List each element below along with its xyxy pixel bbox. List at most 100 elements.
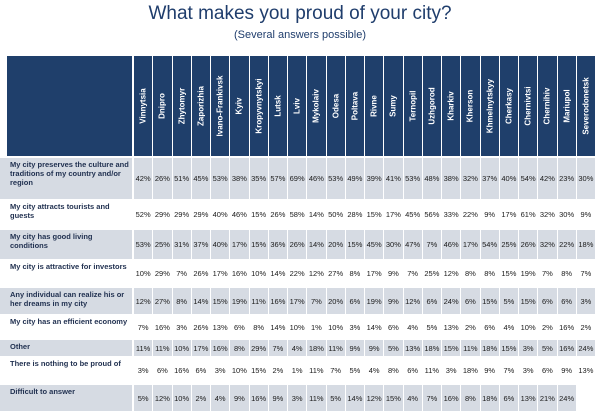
table-cell: 16% xyxy=(211,340,230,356)
table-cell: 13% xyxy=(576,357,595,384)
table-cell: 8% xyxy=(557,260,576,287)
table-cell: 29% xyxy=(153,260,172,287)
table-cell: 26% xyxy=(268,200,287,229)
table-cell: 38% xyxy=(230,158,249,199)
table-cell: 41% xyxy=(384,158,403,199)
table-cell: 57% xyxy=(268,158,287,199)
table-cell: 6% xyxy=(422,288,441,314)
table-cell: 46% xyxy=(230,200,249,229)
table-cell: 8% xyxy=(230,340,249,356)
table-cell: 6% xyxy=(499,385,518,411)
table-cell: 26% xyxy=(191,315,210,339)
table-cell: 15% xyxy=(442,340,461,356)
table-cell: 29% xyxy=(153,200,172,229)
table-cell: 9% xyxy=(557,357,576,384)
table-cell: 38% xyxy=(442,158,461,199)
table-cell: 3% xyxy=(172,315,191,339)
table-cell: 25% xyxy=(499,230,518,259)
table-cell: 15% xyxy=(249,357,268,384)
table-cell: 17% xyxy=(211,260,230,287)
column-header-label: Lutsk xyxy=(273,95,283,117)
table-cell: 16% xyxy=(442,385,461,411)
table-cell: 7% xyxy=(422,230,441,259)
table-cell: 4% xyxy=(365,357,384,384)
column-header-label: Kherson xyxy=(465,89,475,123)
table-cell: 4% xyxy=(288,340,307,356)
table-cell: 24% xyxy=(442,288,461,314)
table-cell: 8% xyxy=(461,385,480,411)
column-header-zhytomyr: Zhytomyr xyxy=(172,56,191,156)
table-cell: 4% xyxy=(211,385,230,411)
table-cell: 1% xyxy=(288,357,307,384)
table-cell: 18% xyxy=(480,385,499,411)
column-header-label: Uzhgorod xyxy=(427,87,437,125)
table-cell: 49% xyxy=(345,158,364,199)
table-cell: 29% xyxy=(172,200,191,229)
table-cell: 9% xyxy=(480,200,499,229)
column-header-label: Poltava xyxy=(350,91,360,121)
table-cell: 32% xyxy=(538,200,557,229)
column-header-label: Odesa xyxy=(331,93,341,119)
column-header-uzhgorod: Uzhgorod xyxy=(422,56,441,156)
table-cell: 3% xyxy=(288,385,307,411)
table-cell: 5% xyxy=(345,357,364,384)
table-cell: 13% xyxy=(442,315,461,339)
table-cell: 5% xyxy=(134,385,153,411)
table-cell: 32% xyxy=(538,230,557,259)
table-cell: 7% xyxy=(403,260,422,287)
table-cell: 33% xyxy=(442,200,461,229)
table-cell: 14% xyxy=(191,288,210,314)
table-cell: 56% xyxy=(422,200,441,229)
table-cell: 8% xyxy=(480,260,499,287)
table-cell: 26% xyxy=(191,260,210,287)
table-cell: 3% xyxy=(519,340,538,356)
column-header-severodonetsk: Severodonetsk xyxy=(576,56,595,156)
table-cell: 10% xyxy=(134,260,153,287)
table-cell: 54% xyxy=(480,230,499,259)
table-cell: 14% xyxy=(365,315,384,339)
table-cell: 15% xyxy=(384,385,403,411)
column-header-label: Chernihiv xyxy=(542,87,552,125)
table-cell: 29% xyxy=(191,200,210,229)
column-header-label: Zhytomyr xyxy=(177,87,187,125)
table-cell: 11% xyxy=(249,288,268,314)
column-header-zaporizhia: Zaporizhia xyxy=(191,56,210,156)
table-cell: 9% xyxy=(268,385,287,411)
table-cell: 13% xyxy=(211,315,230,339)
table-cell: 61% xyxy=(519,200,538,229)
table-cell: 23% xyxy=(557,158,576,199)
table-cell: 10% xyxy=(519,315,538,339)
table-cell: 6% xyxy=(384,315,403,339)
table-cell: 10% xyxy=(288,315,307,339)
table-cell: 11% xyxy=(134,340,153,356)
table-cell: 16% xyxy=(557,340,576,356)
column-header-dnipro: Dnipro xyxy=(153,56,172,156)
table-cell: 53% xyxy=(326,158,345,199)
table-cell: 6% xyxy=(461,288,480,314)
table-cell: 8% xyxy=(345,260,364,287)
table-cell: 8% xyxy=(384,357,403,384)
table-cell: 3% xyxy=(442,357,461,384)
table-cell: 17% xyxy=(230,230,249,259)
table-cell: 4% xyxy=(499,315,518,339)
table-cell: 7% xyxy=(538,260,557,287)
row-label: My city has good living conditions xyxy=(0,230,132,259)
table-cell: 12% xyxy=(134,288,153,314)
table-cell: 7% xyxy=(268,340,287,356)
table-cell: 15% xyxy=(211,288,230,314)
table-cell: 30% xyxy=(384,230,403,259)
column-header-label: Cherkasy xyxy=(504,87,514,125)
chart-title: What makes you proud of your city? xyxy=(148,3,452,24)
table-cell: 7% xyxy=(422,385,441,411)
table-cell: 6% xyxy=(230,315,249,339)
table-cell: 14% xyxy=(307,200,326,229)
table-cell: 4% xyxy=(403,315,422,339)
table-cell: 12% xyxy=(365,385,384,411)
table-corner xyxy=(7,56,132,156)
table-cell: 7% xyxy=(134,315,153,339)
table-cell: 10% xyxy=(326,315,345,339)
table-cell: 9% xyxy=(384,260,403,287)
table-cell: 16% xyxy=(172,357,191,384)
table-cell: 6% xyxy=(403,357,422,384)
table-cell: 14% xyxy=(268,260,287,287)
